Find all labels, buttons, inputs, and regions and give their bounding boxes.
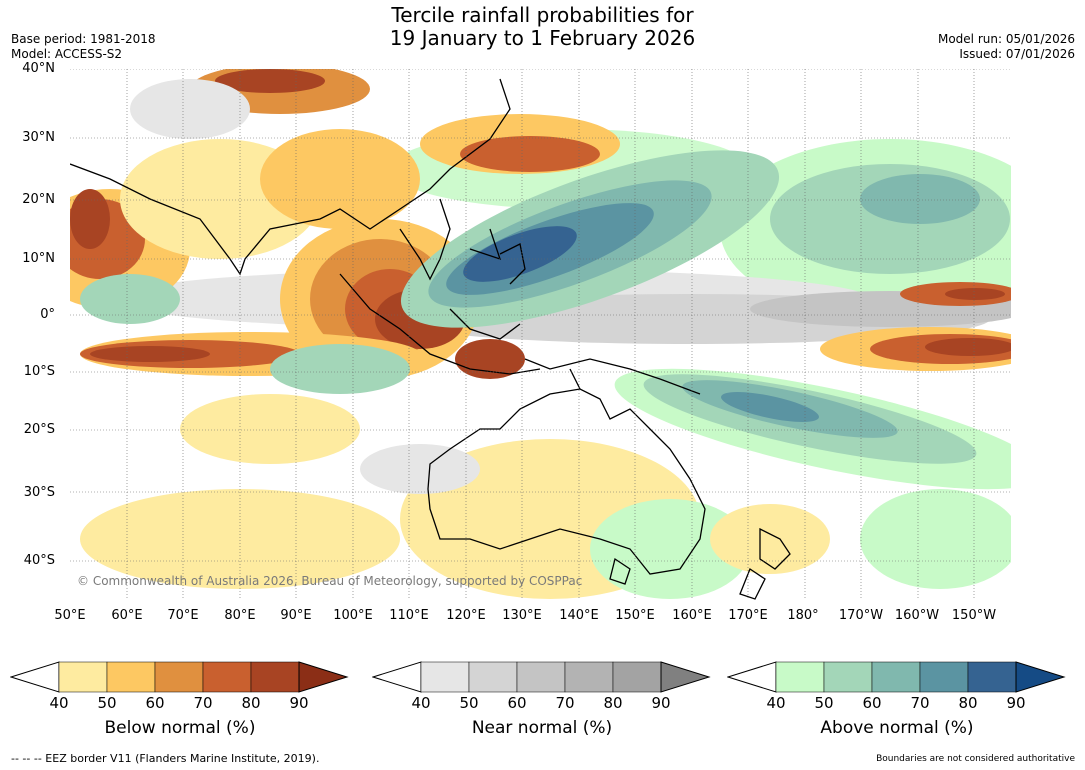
lon-label-180: 180°: [787, 608, 819, 623]
lon-label-60e: 60°E: [111, 608, 143, 623]
cbar-near-swatch-6: [660, 661, 711, 693]
lat-label-20s: 20°S: [23, 422, 55, 437]
meta-left: Base period: 1981-2018 Model: ACCESS-S2: [11, 32, 156, 62]
lon-label-150e: 150°E: [615, 608, 655, 623]
cbar-above-swatch-5: [967, 661, 1017, 693]
cbar-near-swatch-4: [564, 661, 614, 693]
title-line-1: Tercile rainfall probabilities for: [391, 3, 694, 27]
cbar-below-tick-70: 70: [193, 694, 213, 712]
lon-label-80e: 80°E: [224, 608, 256, 623]
cbar-near-swatch-3: [516, 661, 566, 693]
lat-label-30s: 30°S: [23, 485, 55, 500]
cbar-above-swatch-6: [1015, 661, 1066, 693]
colorbar-below-normal: [10, 661, 349, 693]
cbar-above-tick-90: 90: [1006, 694, 1026, 712]
cbar-below-tick-50: 50: [97, 694, 117, 712]
colorbar-near-normal: [372, 661, 711, 693]
lat-label-10s: 10°S: [23, 364, 55, 379]
lat-label-40s: 40°S: [23, 553, 55, 568]
lon-label-110e: 110°E: [389, 608, 429, 623]
cbar-above-swatch-1: [775, 661, 825, 693]
eez-border-note: -- -- -- EEZ border V11 (Flanders Marine…: [11, 752, 320, 765]
cbar-above-swatch-0: [727, 661, 777, 693]
cbar-below-swatch-3: [154, 661, 204, 693]
coastlines: [70, 78, 791, 600]
cbar-near-tick-40: 40: [411, 694, 431, 712]
lat-label-40n: 40°N: [22, 61, 55, 76]
gridlines: [70, 69, 1011, 600]
cbar-near-tick-80: 80: [603, 694, 623, 712]
cbar-above-swatch-4: [919, 661, 969, 693]
meta-right: Model run: 05/01/2026 Issued: 07/01/2026: [938, 32, 1075, 62]
cbar-above-label: Above normal (%): [820, 718, 974, 738]
cbar-above-tick-60: 60: [862, 694, 882, 712]
base-period: Base period: 1981-2018: [11, 32, 156, 46]
lat-label-30n: 30°N: [22, 130, 55, 145]
cbar-below-tick-80: 80: [241, 694, 261, 712]
lon-label-140e: 140°E: [559, 608, 599, 623]
model-run: Model run: 05/01/2026: [937, 32, 1075, 46]
map-canvas: [70, 69, 1011, 600]
lon-label-170e: 170°E: [728, 608, 768, 623]
cbar-below-swatch-4: [202, 661, 252, 693]
lon-label-120e: 120°E: [446, 608, 486, 623]
cbar-near-tick-50: 50: [459, 694, 479, 712]
lat-label-10n: 10°N: [22, 251, 55, 266]
lon-label-160e: 160°E: [672, 608, 712, 623]
cbar-below-swatch-6: [298, 661, 349, 693]
lon-label-150w: 150°W: [951, 608, 997, 623]
cbar-below-swatch-2: [106, 661, 156, 693]
copyright-notice: © Commonwealth of Australia 2026, Bureau…: [77, 574, 583, 588]
cbar-near-swatch-5: [612, 661, 662, 693]
colorbar-above-normal: [727, 661, 1066, 693]
lon-label-90e: 90°E: [280, 608, 312, 623]
cbar-near-label: Near normal (%): [471, 718, 613, 738]
cbar-above-tick-80: 80: [958, 694, 978, 712]
probability-fields: [70, 69, 1011, 599]
cbar-near-swatch-2: [468, 661, 518, 693]
boundaries-disclaimer: Boundaries are not considered authoritat…: [876, 754, 1075, 764]
map-title: Tercile rainfall probabilities for 19 Ja…: [0, 4, 1085, 50]
cbar-near-tick-70: 70: [555, 694, 575, 712]
issued-date: Issued: 07/01/2026: [959, 47, 1075, 61]
cbar-below-tick-40: 40: [49, 694, 69, 712]
lat-label-20n: 20°N: [22, 192, 55, 207]
lon-label-70e: 70°E: [167, 608, 199, 623]
cbar-near-tick-60: 60: [507, 694, 527, 712]
cbar-above-tick-50: 50: [814, 694, 834, 712]
cbar-above-tick-70: 70: [910, 694, 930, 712]
lon-label-170w: 170°W: [838, 608, 884, 623]
cbar-below-swatch-5: [250, 661, 300, 693]
cbar-near-tick-90: 90: [651, 694, 671, 712]
cbar-near-swatch-0: [372, 661, 422, 693]
lat-label-eq: 0°: [40, 307, 55, 322]
lon-label-160w: 160°W: [894, 608, 940, 623]
lon-label-130e: 130°E: [502, 608, 542, 623]
cbar-below-tick-60: 60: [145, 694, 165, 712]
cbar-below-swatch-0: [10, 661, 60, 693]
cbar-above-swatch-3: [871, 661, 921, 693]
cbar-below-label: Below normal (%): [104, 718, 256, 738]
lon-label-50e: 50°E: [54, 608, 86, 623]
cbar-below-swatch-1: [58, 661, 108, 693]
cbar-near-swatch-1: [420, 661, 470, 693]
cbar-above-tick-40: 40: [766, 694, 786, 712]
cbar-above-swatch-2: [823, 661, 873, 693]
model-name: Model: ACCESS-S2: [11, 47, 123, 61]
lon-label-100e: 100°E: [333, 608, 373, 623]
probability-map: [70, 69, 1011, 600]
cbar-below-tick-90: 90: [289, 694, 309, 712]
title-line-2: 19 January to 1 February 2026: [389, 26, 696, 50]
